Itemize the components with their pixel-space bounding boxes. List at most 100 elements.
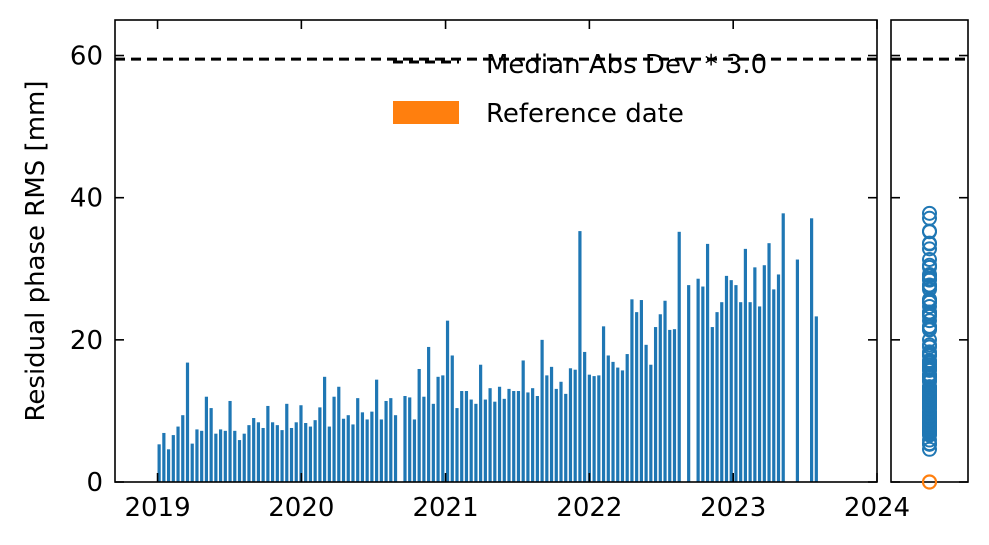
bar xyxy=(474,403,478,482)
bar xyxy=(190,443,194,482)
bar xyxy=(630,299,634,482)
side-point xyxy=(922,205,937,221)
bar xyxy=(181,415,185,482)
main-plot-area: 0 20 40 60 2019 2020 2021 2022 2023 2024 xyxy=(70,19,910,523)
side-point xyxy=(922,337,937,353)
bar xyxy=(507,388,511,482)
bar xyxy=(275,425,279,482)
bar xyxy=(687,285,691,482)
bar xyxy=(445,320,450,482)
bar xyxy=(479,364,483,482)
bar xyxy=(743,248,747,482)
bar xyxy=(526,392,530,482)
bar xyxy=(535,396,539,482)
bar xyxy=(323,376,327,482)
bar xyxy=(294,422,298,482)
bar xyxy=(781,213,785,482)
bar xyxy=(469,399,473,482)
bar xyxy=(455,408,459,482)
bar xyxy=(696,278,700,482)
bar xyxy=(635,312,639,482)
x-tick-label: 2023 xyxy=(700,493,766,523)
bar xyxy=(460,391,464,482)
bar xyxy=(583,351,587,482)
bar xyxy=(204,396,209,482)
bar xyxy=(776,274,781,482)
bar xyxy=(171,435,175,482)
bar xyxy=(218,429,223,482)
bar xyxy=(488,388,492,482)
bar xyxy=(720,302,724,482)
side-point xyxy=(922,281,937,297)
bar xyxy=(247,425,251,482)
x-tick-label: 2020 xyxy=(268,493,334,523)
x-tick-label: 2022 xyxy=(556,493,622,523)
bar xyxy=(308,426,313,482)
bar xyxy=(772,289,776,482)
side-point xyxy=(922,298,937,314)
bar xyxy=(185,362,190,482)
bar xyxy=(748,302,752,482)
bar xyxy=(493,401,497,482)
side-point xyxy=(922,210,937,226)
bar xyxy=(753,267,757,482)
bar xyxy=(228,400,232,482)
bar xyxy=(393,415,398,482)
bar xyxy=(214,433,218,482)
side-point xyxy=(922,441,937,457)
bar xyxy=(734,285,738,482)
bar xyxy=(578,231,582,482)
bar xyxy=(299,405,303,482)
y-tick-label: 60 xyxy=(70,42,103,72)
bar xyxy=(559,381,563,482)
side-point xyxy=(922,266,937,282)
y-axis-title: Residual phase RMS [mm] xyxy=(21,81,51,422)
bar xyxy=(497,386,502,482)
side-point xyxy=(922,319,937,335)
bar xyxy=(672,329,677,482)
bar xyxy=(195,429,199,482)
bar xyxy=(701,286,705,482)
bar xyxy=(304,423,308,482)
bar xyxy=(318,407,322,482)
bar xyxy=(649,364,653,482)
bar xyxy=(625,354,629,482)
side-point xyxy=(922,241,937,257)
bar xyxy=(384,400,388,482)
x-tick-label: 2019 xyxy=(124,493,190,523)
bar xyxy=(346,415,350,482)
bar xyxy=(233,430,237,482)
bar xyxy=(237,440,242,482)
side-point xyxy=(922,277,937,293)
bar xyxy=(564,393,568,482)
bar xyxy=(616,367,620,482)
bar xyxy=(341,418,346,482)
bar xyxy=(464,391,469,482)
bar xyxy=(166,449,171,482)
side-point xyxy=(922,386,937,402)
side-point xyxy=(922,252,937,268)
bar xyxy=(549,366,554,482)
bar xyxy=(157,444,161,482)
bar xyxy=(360,412,365,482)
bar xyxy=(422,396,426,482)
bar xyxy=(176,426,180,482)
bar xyxy=(592,376,596,482)
side-plot-area xyxy=(890,19,969,490)
bar xyxy=(795,259,800,482)
bar xyxy=(653,327,658,482)
bar xyxy=(427,346,431,482)
bar xyxy=(810,218,814,483)
bar xyxy=(209,408,213,482)
main-plot-frame xyxy=(114,19,878,483)
bar xyxy=(256,422,261,482)
bar xyxy=(223,430,227,482)
bar xyxy=(644,344,648,482)
side-point xyxy=(922,304,937,320)
side-point xyxy=(922,357,937,373)
bar xyxy=(261,427,265,482)
bar xyxy=(573,369,577,482)
bar xyxy=(663,300,667,482)
bar xyxy=(601,326,606,482)
